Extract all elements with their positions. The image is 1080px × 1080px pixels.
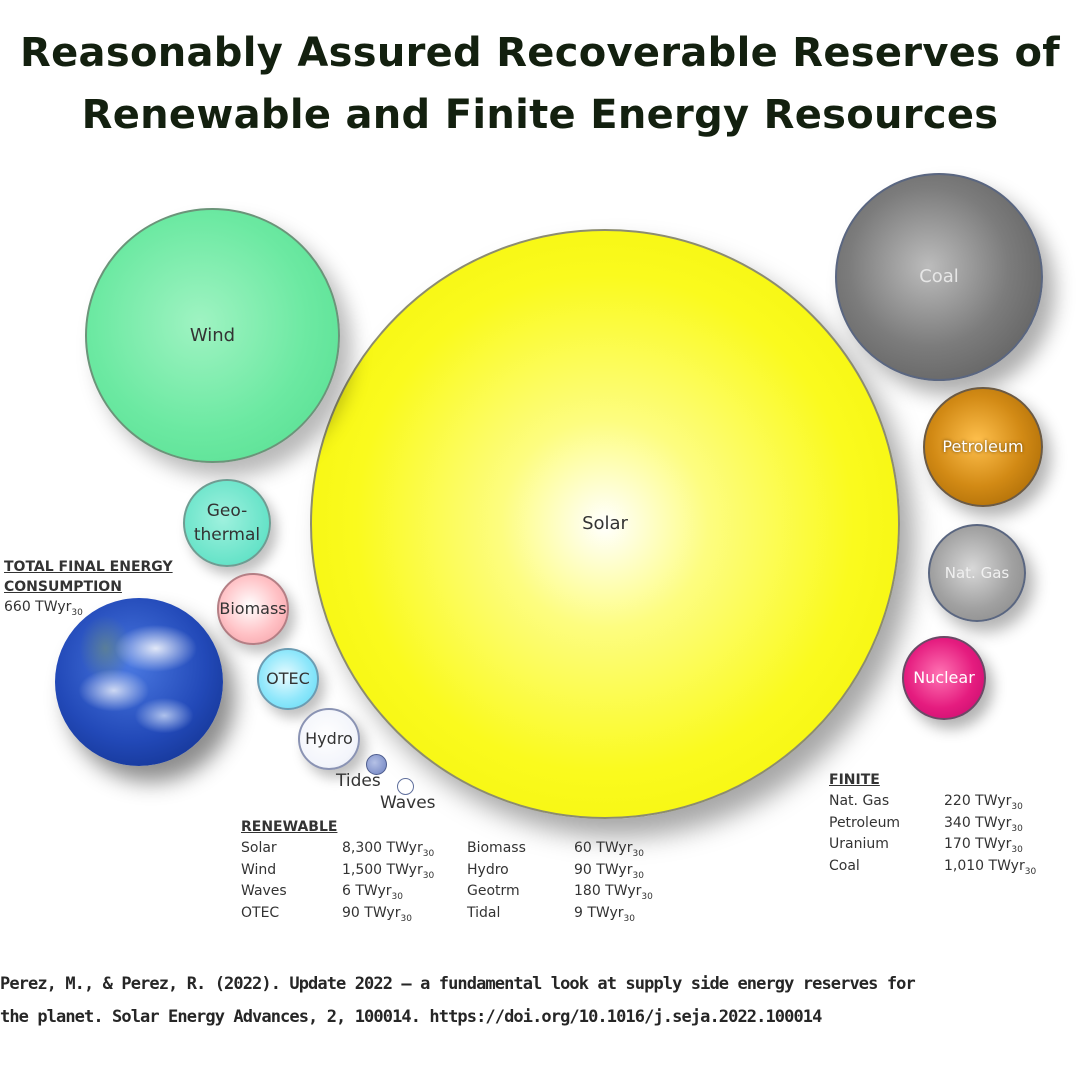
resource-value-text: 90 TWyr [342,904,401,921]
citation: Perez, M., & Perez, R. (2022). Update 20… [0,968,1080,1034]
resource-name: Petroleum [829,814,901,831]
table-row: Wind 1,500 TWyr30 Hydro 90 TWyr30 [241,860,681,882]
resource-name: Uranium [829,836,889,852]
resource-value-text: 220 TWyr [944,793,1012,809]
nat-gas-label: Nat. Gas [944,564,1010,582]
petroleum-label: Petroleum [942,437,1024,456]
resource-name: OTEC [241,904,280,921]
resource-value: 340 TWyr30 [944,813,1023,840]
biomass-bubble: Biomass [217,573,289,645]
tfe-heading-line-1: TOTAL FINAL ENERGY [4,559,173,575]
otec-bubble: OTEC [257,648,319,710]
resource-value: 8,300 TWyr30 [342,838,434,865]
resource-value: 220 TWyr30 [944,791,1023,818]
resource-value: 170 TWyr30 [944,834,1023,861]
petroleum-bubble: Petroleum [923,387,1043,507]
table-row: Waves 6 TWyr30 Geotrm 180 TWyr30 [241,881,681,903]
resource-value-text: 90 TWyr [574,861,633,878]
resource-value-text: 60 TWyr [574,840,633,856]
resource-value: 6 TWyr30 [342,881,403,908]
geothermal-label: Geo- thermal [193,501,261,545]
hydro-bubble: Hydro [298,708,360,770]
table-row: Nat. Gas 220 TWyr30 [829,791,1069,813]
resource-value-subscript: 30 [632,870,644,881]
biomass-label: Biomass [219,599,287,618]
table-row: Solar 8,300 TWyr30 Biomass 60 TWyr30 [241,838,681,860]
solar-bubble: Solar [310,229,900,819]
solar-label: Solar [582,513,628,534]
page-title: Reasonably Assured Recoverable Reserves … [0,22,1080,146]
resource-name: Hydro [467,861,509,878]
renewable-heading: RENEWABLE [241,819,338,835]
title-line-1: Reasonably Assured Recoverable Reserves … [20,30,1060,76]
resource-name: Geotrm [467,883,520,899]
table-row: OTEC 90 TWyr30 Tidal 9 TWyr30 [241,903,681,925]
resource-value-subscript: 30 [623,913,635,924]
tfe-value: 660 TWyr30 [4,599,83,618]
resource-value-subscript: 30 [1011,823,1023,834]
resource-value-text: 1,010 TWyr [944,857,1025,874]
resource-value: 90 TWyr30 [342,903,412,930]
resource-name: Biomass [467,840,526,856]
resource-value-text: 9 TWyr [574,904,624,921]
resource-value: 1,500 TWyr30 [342,860,434,887]
resource-value: 180 TWyr30 [574,881,653,908]
resource-value-subscript: 30 [1011,844,1023,855]
wind-label: Wind [189,324,236,346]
finite-table: Nat. Gas 220 TWyr30 Petroleum 340 TWyr30 Ura… [829,791,1069,877]
coal-bubble: Coal [835,173,1043,381]
resource-value-subscript: 30 [391,891,403,902]
resource-value-text: 6 TWyr [342,883,392,899]
table-row: Uranium 170 TWyr30 [829,834,1069,856]
resource-value-text: 340 TWyr [944,814,1012,831]
otec-label: OTEC [266,669,310,688]
tides-label: Tides [336,771,381,791]
total-final-energy: TOTAL FINAL ENERGY CONSUMPTION 660 TWyr3… [4,557,173,623]
nuclear-label: Nuclear [913,668,975,687]
resource-value-text: 8,300 TWyr [342,840,423,856]
nat-gas-bubble: Nat. Gas [928,524,1026,622]
resource-name: Solar [241,840,277,856]
tides-bubble [366,754,387,775]
wind-bubble: Wind [85,208,340,463]
earth-globe-icon [55,598,223,766]
resource-name: Coal [829,857,860,874]
resource-value-subscript: 30 [1011,801,1023,812]
resource-name: Wind [241,861,277,878]
resource-value: 60 TWyr30 [574,838,644,865]
finite-heading: FINITE [829,772,880,788]
resource-name: Tidal [467,904,501,921]
resource-name: Waves [241,883,287,899]
resource-value-text: 1,500 TWyr [342,861,423,878]
resource-value-subscript: 30 [400,913,412,924]
renewable-table: Solar 8,300 TWyr30 Biomass 60 TWyr30 Wind 1,5… [241,838,681,924]
resource-value: 90 TWyr30 [574,860,644,887]
waves-label: Waves [380,793,436,813]
table-row: Coal 1,010 TWyr30 [829,856,1069,878]
table-row: Petroleum 340 TWyr30 [829,813,1069,835]
tfe-heading-line-2: CONSUMPTION [4,579,122,595]
geothermal-bubble: Geo- thermal [183,479,271,567]
resource-value-subscript: 30 [641,891,653,902]
citation-line-1: Perez, M., & Perez, R. (2022). Update 20… [0,974,916,994]
resource-value: 9 TWyr30 [574,903,635,930]
resource-value: 1,010 TWyr30 [944,856,1036,883]
hydro-label: Hydro [305,729,353,748]
resource-value-subscript: 30 [422,848,435,859]
waves-bubble [397,778,414,795]
resource-value-subscript: 30 [422,870,435,881]
citation-line-2: the planet. Solar Energy Advances, 2, 10… [0,1007,822,1027]
nuclear-bubble: Nuclear [902,636,986,720]
resource-value-subscript: 30 [632,848,644,859]
coal-label: Coal [919,266,959,287]
resource-value-text: 170 TWyr [944,836,1012,852]
resource-value-text: 180 TWyr [574,883,642,899]
resource-value-subscript: 30 [1024,866,1037,877]
title-line-2: Renewable and Finite Energy Resources [81,92,999,138]
resource-name: Nat. Gas [829,793,890,809]
